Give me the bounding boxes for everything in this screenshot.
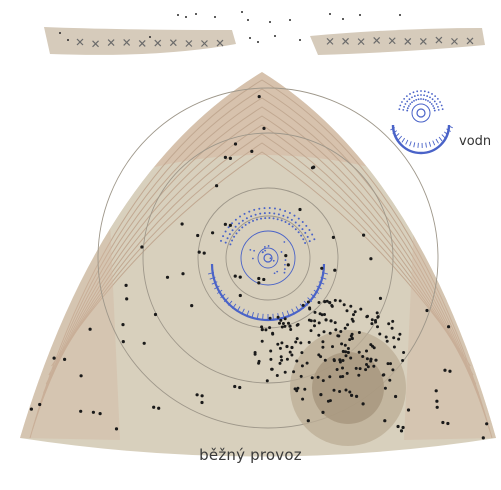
people-dots xyxy=(29,95,489,440)
center-water-feature xyxy=(207,207,329,322)
concentric-rings xyxy=(97,87,439,429)
top-scattered-people xyxy=(59,11,401,43)
diagram-caption: běžný provoz xyxy=(199,446,302,464)
main-area xyxy=(20,72,496,457)
water-feature-icon xyxy=(390,90,453,155)
legend-label: vodn xyxy=(459,134,492,149)
bench-left xyxy=(44,27,236,55)
bench-right xyxy=(310,28,485,55)
